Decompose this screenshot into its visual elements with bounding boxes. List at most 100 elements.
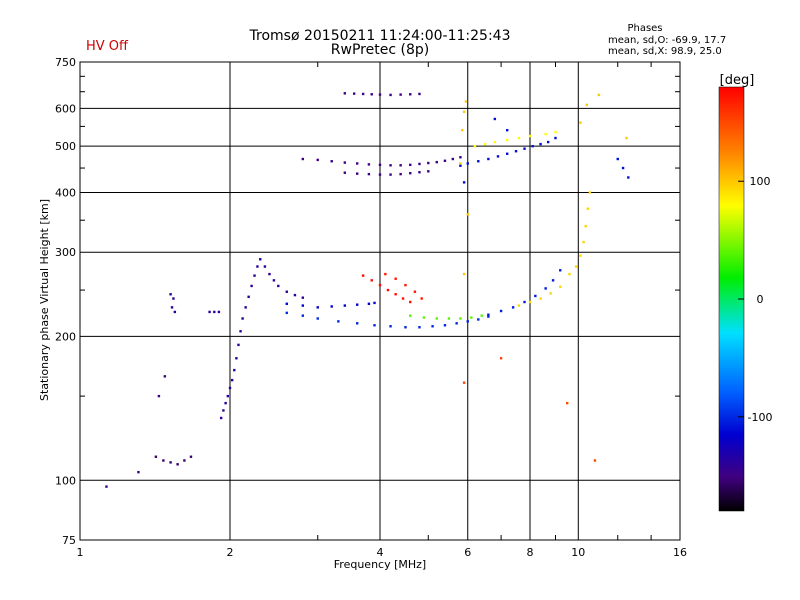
colorbar-label: [deg] <box>720 73 755 88</box>
x-tick-label: 4 <box>377 546 384 559</box>
data-point <box>477 160 480 163</box>
y-tick-label: 400 <box>55 186 76 199</box>
data-point <box>480 314 483 317</box>
data-point <box>241 317 244 320</box>
data-point <box>176 463 179 466</box>
chart-subtitle: RwPretec (8p) <box>331 42 429 58</box>
data-point <box>389 164 392 167</box>
data-point <box>597 93 601 97</box>
data-point <box>301 157 305 161</box>
y-tick-label: 100 <box>55 474 76 487</box>
data-point <box>361 274 365 277</box>
data-point <box>459 164 462 167</box>
data-point <box>477 318 480 321</box>
data-point <box>528 134 532 138</box>
y-axis-ticks: 75 100 200 300 400 500 600 750 <box>55 56 680 547</box>
data-point <box>162 459 165 462</box>
data-point <box>268 272 271 276</box>
data-point <box>256 265 259 268</box>
data-point <box>544 132 547 136</box>
data-point <box>539 297 542 300</box>
phases-stats-title: Phases <box>627 23 662 34</box>
data-point <box>493 140 497 144</box>
data-point <box>593 459 597 462</box>
data-point <box>517 136 521 140</box>
data-point <box>584 225 587 228</box>
data-point <box>499 357 503 360</box>
x-tick-label: 2 <box>227 546 234 559</box>
data-point <box>586 207 590 210</box>
hv-status: HV Off <box>86 39 129 54</box>
data-point <box>582 240 585 244</box>
y-tick-label: 750 <box>55 56 76 69</box>
data-point <box>367 172 371 176</box>
data-point <box>361 92 365 96</box>
data-point <box>370 279 373 282</box>
data-point <box>625 136 628 140</box>
data-point <box>409 300 412 304</box>
data-point <box>237 343 240 347</box>
data-point <box>230 378 234 382</box>
data-point <box>285 311 288 315</box>
data-point <box>435 317 438 320</box>
data-point <box>579 121 582 124</box>
data-point <box>409 93 412 96</box>
data-point <box>378 173 382 176</box>
data-point <box>627 176 630 179</box>
data-point <box>293 293 297 297</box>
data-point <box>473 144 477 148</box>
x-tick-label: 8 <box>527 546 534 559</box>
data-point <box>169 461 172 464</box>
data-point <box>233 368 236 372</box>
data-point <box>378 283 382 287</box>
data-point <box>462 110 466 114</box>
data-point <box>224 401 227 405</box>
data-point <box>418 326 421 329</box>
x-axis-label: Frequency [MHz] <box>334 558 426 571</box>
data-point <box>588 191 592 194</box>
data-point <box>585 103 588 107</box>
data-point <box>399 172 402 176</box>
data-point <box>539 142 542 146</box>
data-point <box>420 297 423 300</box>
data-point <box>259 258 262 261</box>
data-point <box>579 254 582 257</box>
data-point <box>355 172 359 175</box>
colorbar-tick-label: -100 <box>748 411 773 424</box>
data-point <box>487 313 490 316</box>
data-point <box>316 158 319 162</box>
data-point <box>399 93 402 96</box>
data-point <box>462 381 466 384</box>
data-point <box>418 171 421 174</box>
data-point <box>443 159 447 162</box>
data-point <box>337 320 340 323</box>
data-point <box>169 293 172 296</box>
x-tick-label: 16 <box>673 546 687 559</box>
data-point <box>373 324 376 327</box>
y-tick-label: 75 <box>62 534 76 547</box>
data-point <box>431 325 434 328</box>
data-point <box>394 277 397 280</box>
data-point <box>367 163 371 166</box>
data-point <box>355 162 359 165</box>
data-point <box>435 160 438 164</box>
chart-title: Tromsø 20150211 11:24:00-11:25:43 <box>249 28 511 44</box>
data-point <box>343 92 347 95</box>
data-point <box>565 401 569 405</box>
data-point <box>554 130 557 134</box>
data-point <box>367 302 371 305</box>
data-point <box>173 310 177 314</box>
data-point <box>544 287 547 290</box>
data-point <box>493 117 497 121</box>
data-point <box>466 213 469 216</box>
data-point <box>330 160 333 163</box>
data-point <box>352 92 356 95</box>
data-point <box>172 297 175 300</box>
x-tick-label: 1 <box>77 546 84 559</box>
data-point <box>355 322 359 325</box>
data-point <box>301 296 305 299</box>
data-point <box>531 144 534 148</box>
data-point <box>228 386 232 390</box>
data-point <box>235 357 238 360</box>
